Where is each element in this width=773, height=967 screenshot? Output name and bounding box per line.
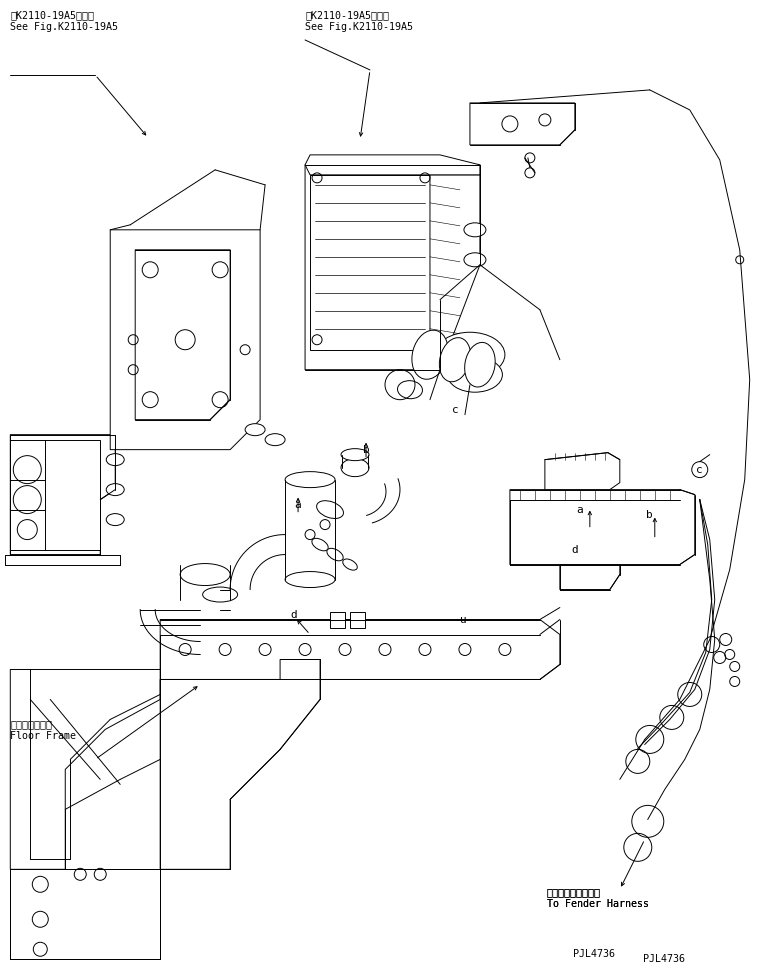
- Ellipse shape: [397, 381, 423, 398]
- Polygon shape: [430, 175, 480, 369]
- Text: b: b: [646, 510, 653, 519]
- Polygon shape: [10, 869, 160, 959]
- Ellipse shape: [327, 548, 343, 561]
- Ellipse shape: [106, 513, 124, 526]
- Text: 第K2110-19A5図参照
See Fig.K2110-19A5: 第K2110-19A5図参照 See Fig.K2110-19A5: [10, 10, 118, 32]
- Ellipse shape: [412, 330, 448, 379]
- Bar: [10, 440, 100, 549]
- Bar: [330, 611, 345, 628]
- Text: PJL4736: PJL4736: [573, 950, 615, 959]
- Polygon shape: [160, 620, 560, 680]
- Ellipse shape: [341, 449, 369, 460]
- Ellipse shape: [265, 433, 285, 446]
- Text: フロアフレーム
Floor Frame: フロアフレーム Floor Frame: [10, 719, 77, 741]
- Bar: [350, 611, 365, 628]
- Text: c: c: [451, 404, 458, 415]
- Ellipse shape: [312, 539, 329, 551]
- Polygon shape: [470, 103, 575, 145]
- Polygon shape: [560, 565, 620, 590]
- Polygon shape: [510, 489, 695, 565]
- Text: d: d: [290, 609, 297, 620]
- Text: b: b: [363, 445, 369, 454]
- Ellipse shape: [464, 252, 486, 267]
- Bar: [310, 175, 430, 350]
- Polygon shape: [160, 659, 320, 869]
- Ellipse shape: [203, 587, 237, 602]
- Ellipse shape: [342, 559, 357, 571]
- Ellipse shape: [285, 571, 335, 588]
- Ellipse shape: [341, 458, 369, 477]
- Text: a: a: [577, 505, 583, 514]
- Text: PJL4736: PJL4736: [643, 954, 685, 964]
- Ellipse shape: [435, 333, 505, 377]
- Ellipse shape: [465, 342, 495, 387]
- Polygon shape: [10, 434, 115, 554]
- Ellipse shape: [448, 357, 502, 393]
- Text: フェンダハーネスヘ
To Fender Harness: フェンダハーネスヘ To Fender Harness: [547, 888, 649, 909]
- Ellipse shape: [464, 222, 486, 237]
- Polygon shape: [305, 164, 480, 369]
- Circle shape: [736, 256, 744, 264]
- Ellipse shape: [180, 564, 230, 586]
- Text: a: a: [295, 500, 301, 510]
- Polygon shape: [111, 230, 260, 450]
- Polygon shape: [545, 453, 620, 489]
- Polygon shape: [135, 249, 230, 420]
- Text: c: c: [696, 464, 703, 475]
- Ellipse shape: [317, 501, 343, 518]
- Ellipse shape: [439, 337, 471, 382]
- Text: 第K2110-19A5図参照
See Fig.K2110-19A5: 第K2110-19A5図参照 See Fig.K2110-19A5: [305, 10, 413, 32]
- Ellipse shape: [106, 484, 124, 496]
- Ellipse shape: [285, 472, 335, 487]
- Text: フェンダハーネスヘ
To Fender Harness: フェンダハーネスヘ To Fender Harness: [547, 888, 649, 909]
- Text: u: u: [460, 614, 467, 625]
- Ellipse shape: [106, 454, 124, 466]
- Ellipse shape: [245, 424, 265, 436]
- Text: d: d: [571, 544, 578, 554]
- Polygon shape: [305, 155, 480, 175]
- Polygon shape: [10, 669, 160, 869]
